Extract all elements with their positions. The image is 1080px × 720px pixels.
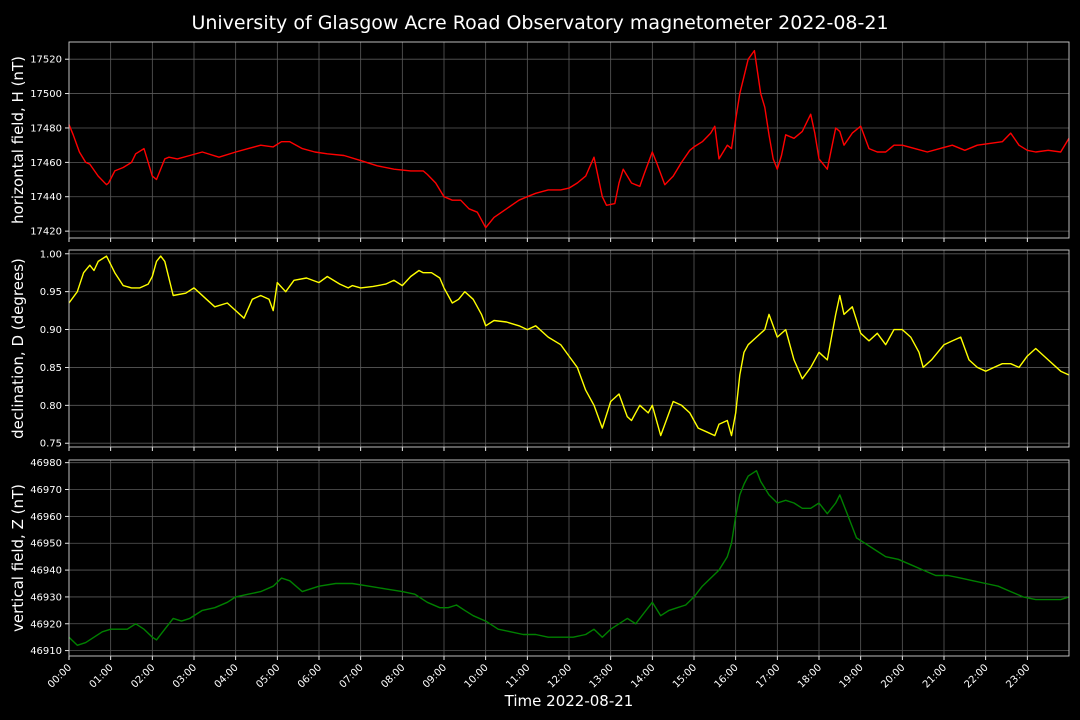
y-tick-label: 0.80 — [40, 401, 62, 412]
y-tick-label: 0.90 — [40, 325, 62, 336]
series-line-3 — [68, 470, 1070, 646]
x-tick-label: 15:00 — [671, 662, 699, 690]
y-tick-label: 1.00 — [40, 249, 62, 260]
y-axis-label: horizontal field, H (nT) — [9, 56, 27, 224]
x-tick-label: 20:00 — [879, 662, 907, 690]
y-tick-label: 17520 — [30, 55, 62, 66]
x-tick-label: 11:00 — [504, 662, 532, 690]
x-tick-label: 23:00 — [1004, 662, 1032, 690]
x-tick-label: 05:00 — [254, 662, 282, 690]
x-tick-label: 12:00 — [546, 662, 574, 690]
chart-title: University of Glasgow Acre Road Observat… — [191, 12, 888, 34]
y-tick-label: 46940 — [30, 566, 62, 577]
x-tick-label: 08:00 — [379, 662, 407, 690]
y-tick-label: 46960 — [30, 512, 62, 523]
y-tick-label: 0.85 — [40, 363, 62, 374]
panel-1: 17420 17440 17460 17480 17500 17520horizontal… — [9, 41, 1070, 242]
x-axis-label: Time 2022-08-21 — [504, 692, 634, 710]
y-tick-label: 0.75 — [40, 439, 62, 450]
y-tick-label: 46950 — [30, 539, 62, 550]
y-tick-label: 17480 — [30, 123, 62, 134]
y-tick-label: 46920 — [30, 619, 62, 630]
x-tick-label: 00:00 — [46, 662, 74, 690]
x-tick-label: 09:00 — [421, 662, 449, 690]
x-tick-label: 22:00 — [963, 662, 991, 690]
y-tick-label: 17420 — [30, 227, 62, 238]
y-axis-label: vertical field, Z (nT) — [9, 484, 27, 632]
x-tick-label: 13:00 — [588, 662, 616, 690]
x-tick-label: 01:00 — [88, 662, 116, 690]
panel-frame — [68, 41, 1070, 239]
panel-3: 00:00 01:00 02:00 03:00 04:00 05:00 06:00 07:00… — [9, 458, 1070, 691]
panels: 17420 17440 17460 17480 17500 17520horizontal… — [9, 41, 1070, 691]
x-tick-label: 07:00 — [338, 662, 366, 690]
x-tick-label: 06:00 — [296, 662, 324, 690]
panel-2: 0.75 0.80 0.85 0.90 0.95 1.00 declination, D (… — [9, 249, 1070, 451]
y-tick-label: 46930 — [30, 592, 62, 603]
x-tick-label: 04:00 — [213, 662, 241, 690]
y-axis-label: declination, D (degrees) — [9, 258, 27, 439]
x-tick-label: 19:00 — [838, 662, 866, 690]
y-tick-label: 46970 — [30, 485, 62, 496]
series-line-1 — [68, 49, 1070, 229]
x-tick-label: 14:00 — [629, 662, 657, 690]
x-tick-label: 21:00 — [921, 662, 949, 690]
panel-frame — [68, 459, 1070, 657]
y-tick-label: 17500 — [30, 89, 62, 100]
y-tick-label: 0.95 — [40, 287, 62, 298]
y-tick-label: 17440 — [30, 192, 62, 203]
x-tick-label: 16:00 — [713, 662, 741, 690]
x-tick-label: 18:00 — [796, 662, 824, 690]
x-tick-label: 17:00 — [754, 662, 782, 690]
y-tick-label: 46980 — [30, 458, 62, 469]
x-tick-label: 02:00 — [129, 662, 157, 690]
x-tick-label: 10:00 — [463, 662, 491, 690]
panel-frame — [68, 249, 1070, 448]
series-line-2 — [68, 255, 1070, 437]
y-tick-label: 46910 — [30, 646, 62, 657]
y-tick-label: 17460 — [30, 158, 62, 169]
x-tick-label: 03:00 — [171, 662, 199, 690]
